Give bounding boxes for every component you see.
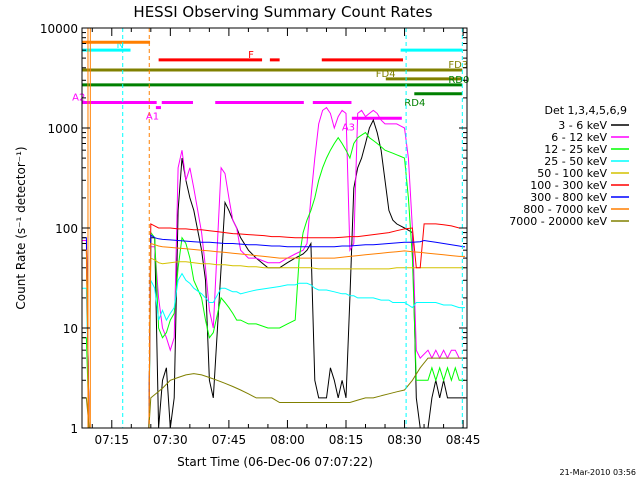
x-tick-label-5: 08:30 (387, 433, 422, 447)
flag-label-0: N (117, 40, 124, 51)
legend-label-3: 25 - 50 keV (544, 155, 607, 168)
legend-label-8: 7000 - 20000 keV (509, 215, 607, 228)
x-tick-label-1: 07:30 (153, 433, 188, 447)
flag-label-4: FD4 (376, 69, 396, 80)
y-tick-label-3: 1000 (47, 122, 78, 136)
y-tick-label-0: 1 (70, 422, 78, 436)
series-line-2 (82, 131, 465, 429)
legend-title: Det 1,3,4,5,6,9 (544, 104, 627, 117)
legend-label-5: 100 - 300 keV (530, 179, 607, 192)
series-line-5 (82, 223, 465, 429)
data-series (82, 106, 465, 429)
chart-title: HESSI Observing Summary Count Rates (133, 3, 432, 21)
series-line-8 (82, 357, 465, 429)
legend-label-6: 300 - 800 keV (530, 191, 607, 204)
y-tick-label-2: 100 (55, 222, 78, 236)
x-axis-label: Start Time (06-Dec-06 07:07:22) (177, 455, 373, 469)
x-tick-label-6: 08:45 (446, 433, 481, 447)
flag-label-6: RD4 (404, 98, 425, 109)
timestamp: 21-Mar-2010 03:56 (560, 468, 637, 477)
series-line-3 (82, 272, 465, 429)
x-tick-label-0: 07:15 (94, 433, 129, 447)
flag-label-3: FD3 (448, 60, 468, 71)
flag-label-8: A2 (72, 92, 85, 103)
instrument-flag-bars: N F FD3 FD4 RD0 RD4 A1 A2 A3 (72, 40, 469, 133)
series-line-1 (82, 106, 465, 429)
legend-label-7: 800 - 7000 keV (523, 203, 607, 216)
y-axis-ticks: 1 10 100 1000 10000 (40, 22, 467, 436)
legend-label-4: 50 - 100 keV (537, 167, 607, 180)
time-markers (87, 28, 463, 428)
legend-label-1: 6 - 12 keV (551, 131, 607, 144)
x-tick-label-3: 08:00 (270, 433, 305, 447)
x-axis-ticks: 07:15 07:30 07:45 08:00 08:15 08:30 08:45 (91, 28, 481, 447)
series-line-0 (82, 118, 465, 429)
series-line-6 (82, 234, 465, 429)
y-tick-label-4: 10000 (40, 22, 78, 36)
legend-label-2: 12 - 25 keV (544, 143, 607, 156)
x-tick-label-4: 08:15 (329, 433, 364, 447)
flag-label-7: A1 (146, 112, 159, 123)
series-line-4 (82, 257, 465, 429)
legend-label-0: 3 - 6 keV (558, 119, 607, 132)
x-tick-label-2: 07:45 (212, 433, 247, 447)
y-tick-label-1: 10 (63, 322, 78, 336)
flag-label-5: RD0 (448, 75, 469, 86)
flag-label-9: A3 (342, 122, 355, 133)
y-axis-label: Count Rate (s⁻¹ detector⁻¹) (14, 146, 28, 309)
series-line-7 (82, 242, 465, 429)
flag-label-2: F (248, 50, 254, 61)
